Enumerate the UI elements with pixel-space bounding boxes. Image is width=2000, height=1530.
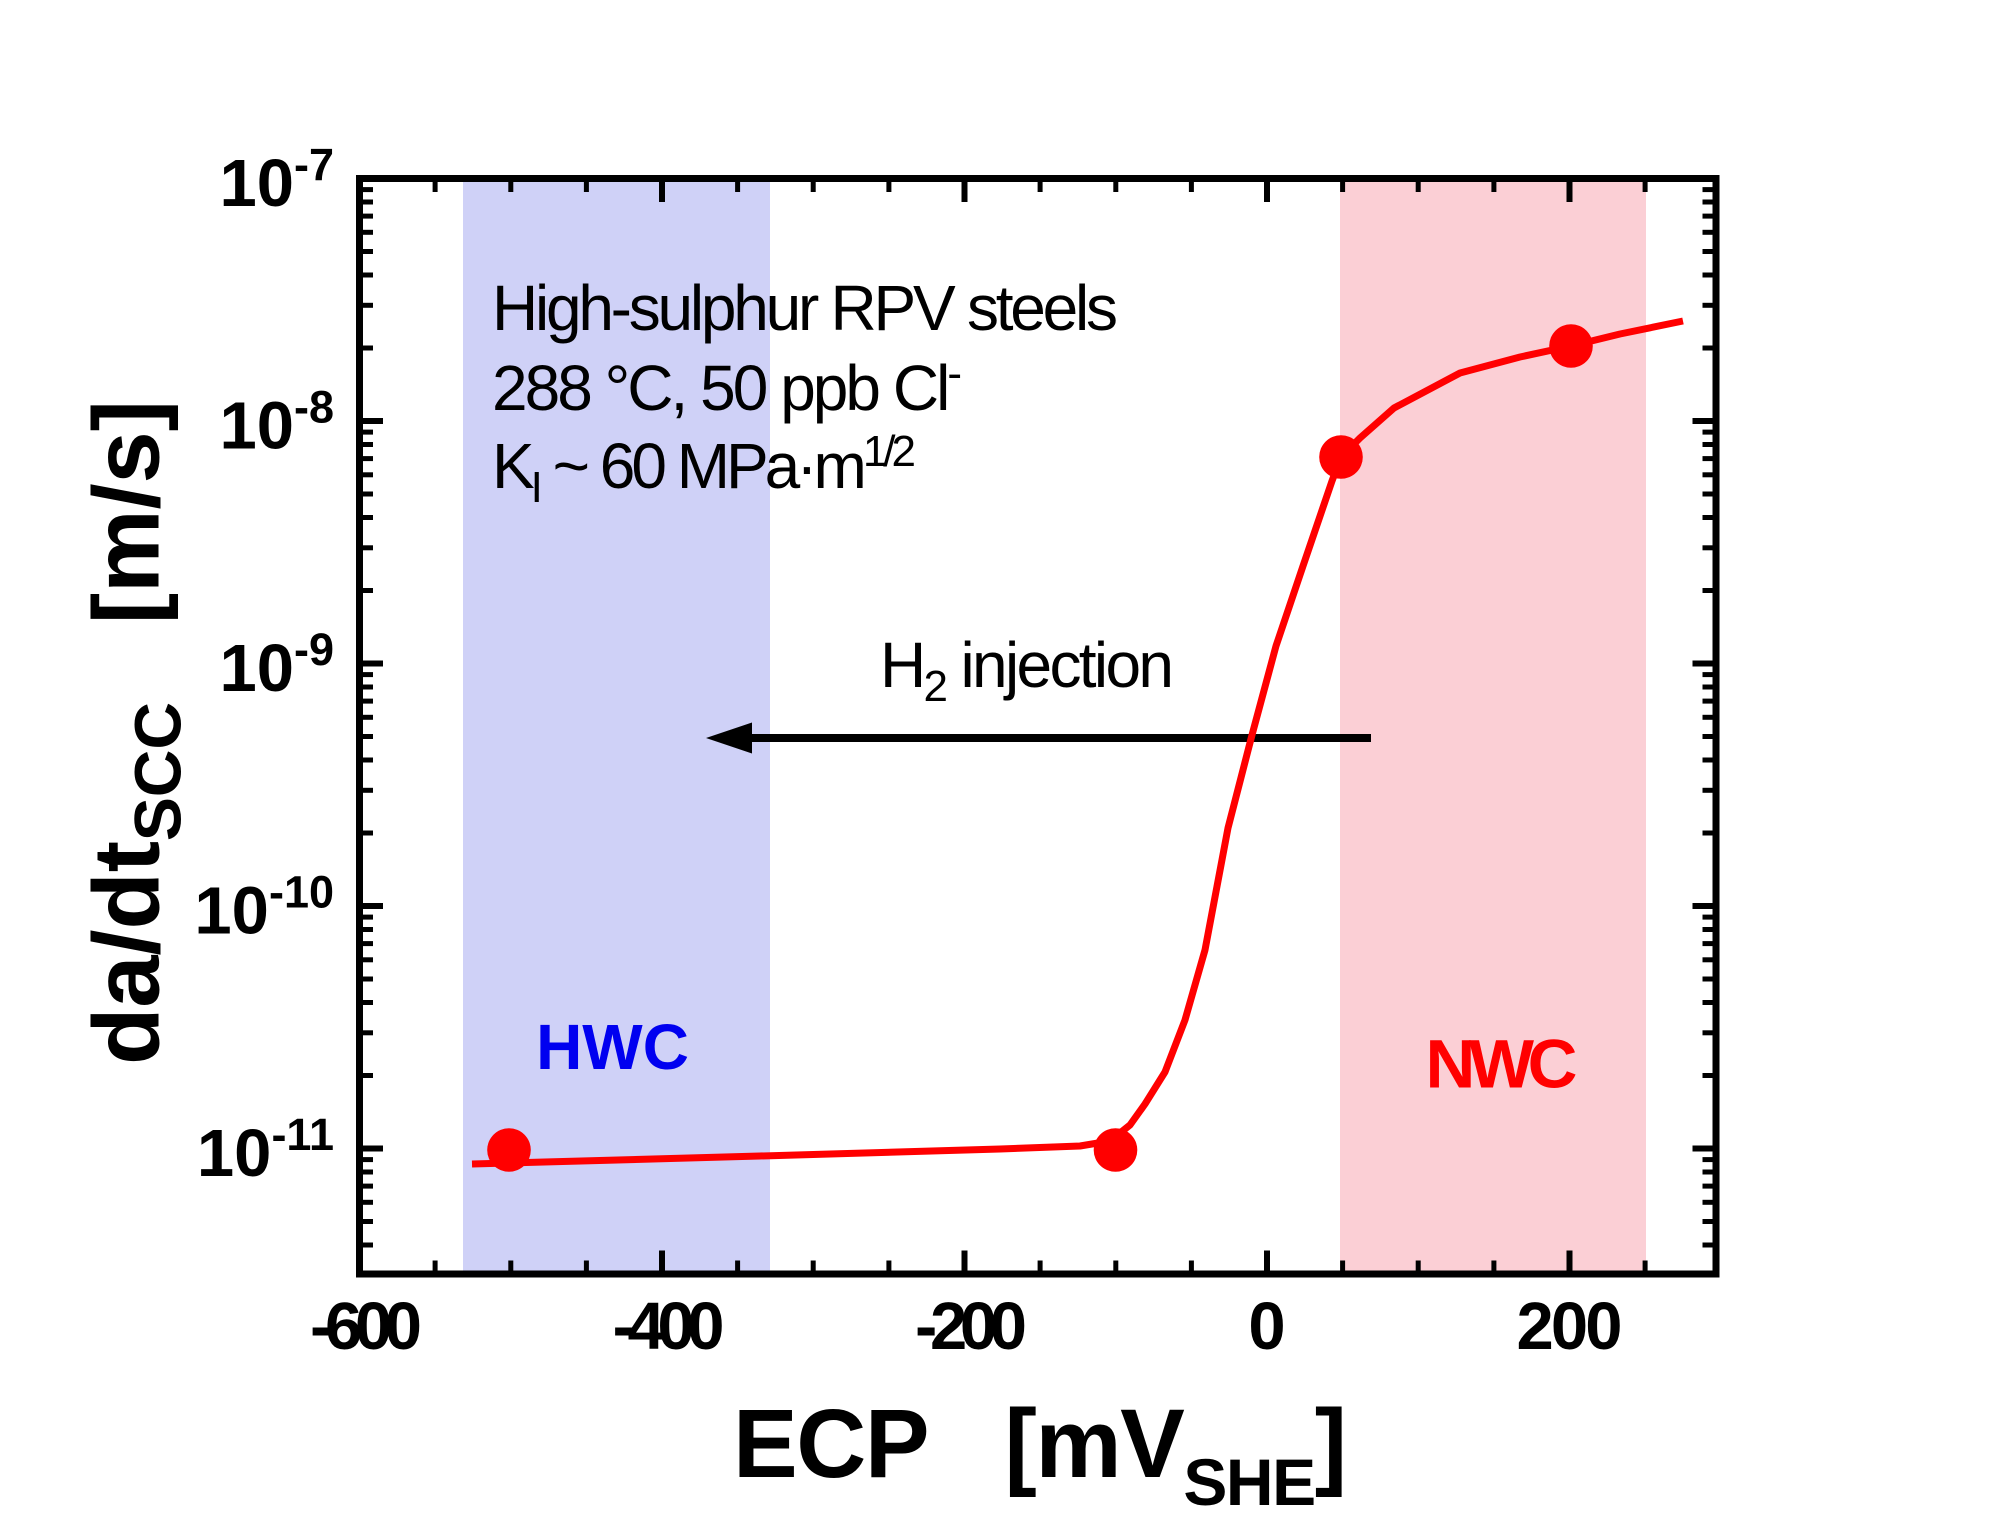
svg-text:HWC: HWC bbox=[536, 1011, 689, 1083]
svg-text:-600: -600 bbox=[310, 1289, 422, 1364]
svg-text:KI ~ 60 MPa·m1/2: KI ~ 60 MPa·m1/2 bbox=[492, 427, 916, 512]
svg-text:High-sulphur RPV steels: High-sulphur RPV steels bbox=[492, 272, 1118, 344]
svg-text:H2 injection: H2 injection bbox=[880, 629, 1174, 711]
svg-text:10-7: 10-7 bbox=[219, 139, 334, 221]
svg-text:-400: -400 bbox=[613, 1289, 725, 1364]
svg-text:NWC: NWC bbox=[1426, 1026, 1578, 1103]
svg-text:-200: -200 bbox=[915, 1289, 1027, 1364]
svg-text:200: 200 bbox=[1517, 1289, 1623, 1364]
svg-text:288 °C, 50 ppb Cl-: 288 °C, 50 ppb Cl- bbox=[492, 349, 962, 424]
svg-text:0: 0 bbox=[1248, 1289, 1285, 1364]
